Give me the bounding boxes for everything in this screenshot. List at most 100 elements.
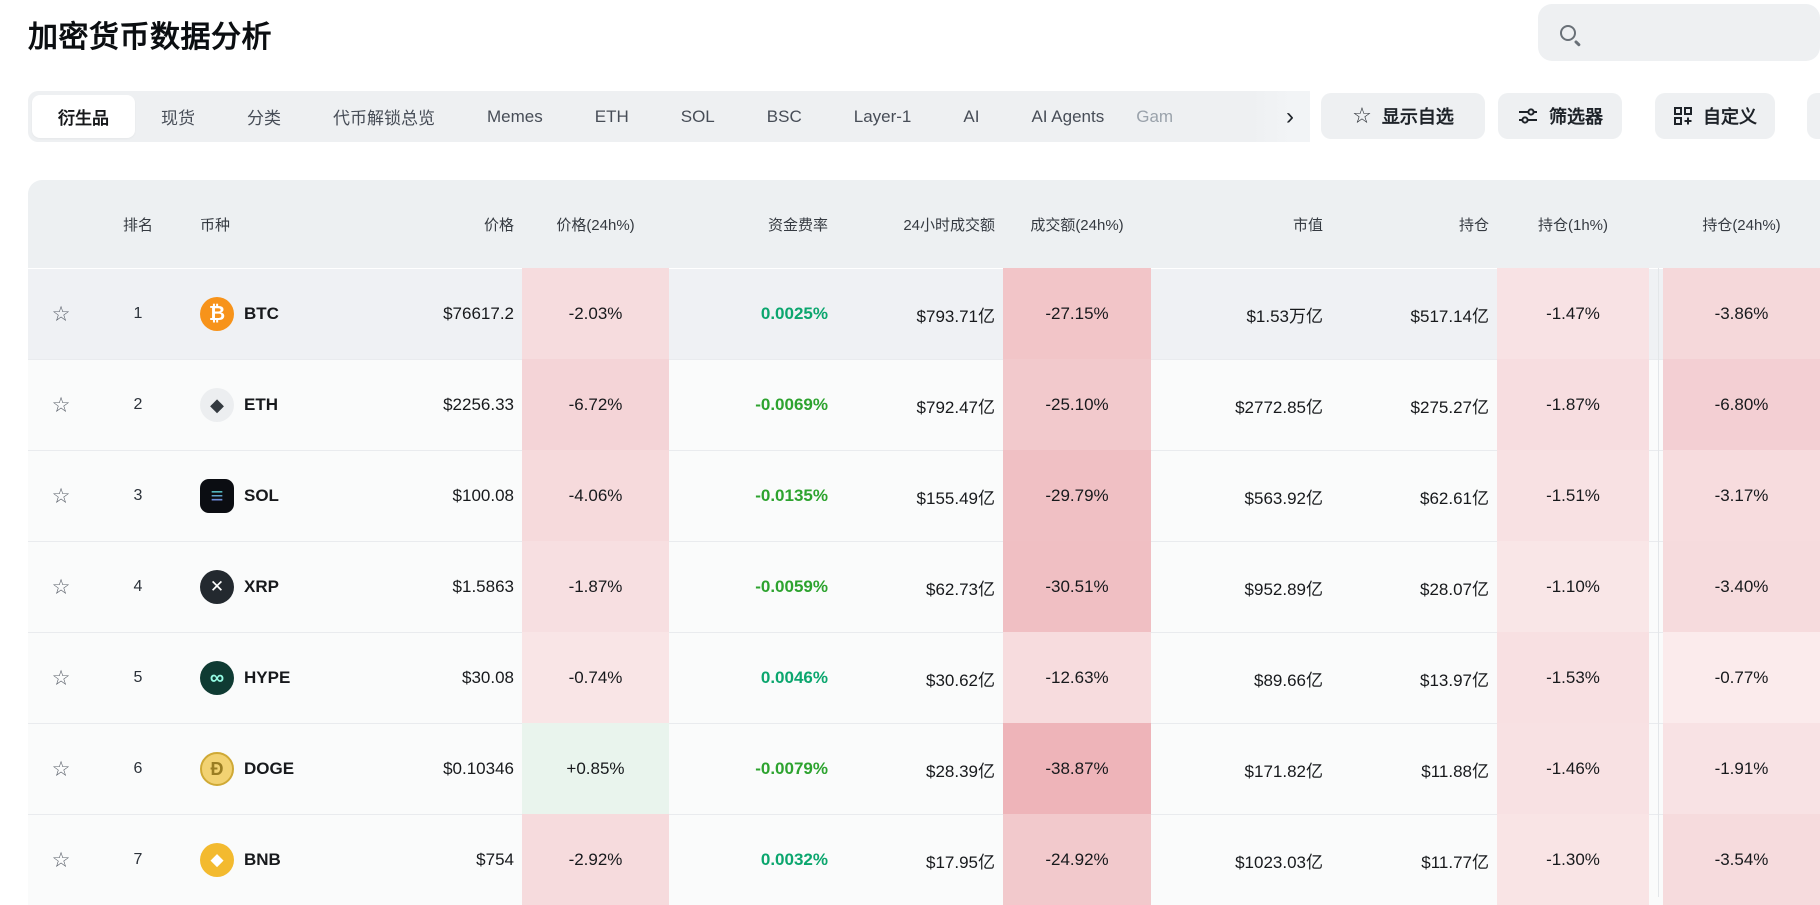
show-favorites-label: 显示自选: [1381, 107, 1454, 127]
customize-grid-icon: [1674, 107, 1692, 125]
volume-24h-cell: $28.39亿: [926, 761, 995, 781]
hype-icon-glyph: ∞: [209, 666, 225, 689]
oi-1h-cell: -1.87%: [1497, 359, 1649, 450]
tab-分类[interactable]: 分类: [247, 109, 281, 128]
doge-icon: Ð: [200, 752, 234, 786]
eth-icon-glyph: ◆: [210, 394, 224, 415]
volume-24h-cell: $792.47亿: [916, 397, 995, 417]
tab-BSC[interactable]: BSC: [766, 106, 802, 126]
customize-label: 自定义: [1703, 107, 1757, 127]
search-input[interactable]: [1538, 4, 1820, 61]
tabs-scroll-chevron-icon[interactable]: ›: [1286, 103, 1294, 130]
coin-symbol: XRP: [244, 577, 279, 596]
category-tab-bar: 衍生品 现货 分类 代币解锁总览 Memes ETH SOL BSC Layer-1 AI AI A…: [28, 91, 1310, 142]
coin-symbol: BTC: [244, 304, 279, 323]
market-cap-cell: $952.89亿: [1244, 579, 1323, 599]
tab-ETH[interactable]: ETH: [594, 106, 629, 126]
derivatives-table: 排名 币种 价格 价格(24h%) 资金费率 24小时成交额 成交额(24h%)…: [28, 180, 1820, 905]
bnb-icon-glyph: ◆: [210, 850, 224, 869]
tab-代币解锁总览[interactable]: 代币解锁总览: [333, 109, 435, 128]
coin-cell: ✕ XRP: [182, 570, 402, 604]
price-cell: $76617.2: [443, 304, 514, 323]
open-interest-cell: $517.14亿: [1410, 306, 1489, 326]
oi-1h-cell: -1.51%: [1497, 450, 1649, 541]
favorite-star-icon[interactable]: ☆: [51, 302, 71, 326]
tab-bar-fade: [1250, 91, 1310, 142]
volume-change-24h-cell: -30.51%: [1003, 541, 1151, 632]
volume-change-24h-cell: -12.63%: [1003, 632, 1151, 723]
table-row-HYPE[interactable]: ☆ 5 ∞ HYPE $30.08 -0.74% 0.0046% $30.62亿 -12.63%…: [28, 632, 1820, 723]
volume-24h-cell: $155.49亿: [916, 488, 995, 508]
coin-cell: ◆ BNB: [182, 843, 402, 877]
coin-symbol: ETH: [244, 395, 278, 414]
table-row-SOL[interactable]: ☆ 3 ≡ SOL $100.08 -4.06% -0.0135% $155.49亿 -29.7…: [28, 450, 1820, 541]
tab-AI[interactable]: AI: [963, 106, 980, 126]
star-icon: ☆: [1352, 103, 1372, 128]
table-row-BNB[interactable]: ☆ 7 ◆ BNB $754 -2.92% 0.0032% $17.95亿 -24.92% $10…: [28, 814, 1820, 905]
btc-icon: ₿: [200, 297, 234, 331]
sol-icon: ≡: [200, 479, 234, 513]
filter-button[interactable]: 筛选器: [1498, 93, 1622, 139]
header-volume-24h: 24小时成交额: [903, 216, 995, 234]
rank-cell: 5: [133, 669, 143, 686]
open-interest-cell: $62.61亿: [1420, 488, 1489, 508]
coin-cell: ≡ SOL: [182, 479, 402, 513]
page-title: 加密货币数据分析: [28, 21, 272, 54]
doge-icon-glyph: Ð: [210, 758, 224, 779]
tab-gaming-partial[interactable]: Gam: [1136, 106, 1174, 126]
rank-cell: 4: [133, 578, 143, 595]
favorite-star-icon[interactable]: ☆: [51, 848, 71, 872]
price-cell: $1.5863: [452, 577, 514, 596]
favorite-star-icon[interactable]: ☆: [51, 484, 71, 508]
header-coin: 币种: [200, 216, 231, 234]
tab-衍生品[interactable]: 衍生品: [32, 95, 135, 138]
table-body: ☆ 1 ₿ BTC $76617.2 -2.03% 0.0025% $793.71亿 -27.1…: [28, 268, 1820, 905]
rank-cell: 3: [133, 487, 143, 504]
table-row-BTC[interactable]: ☆ 1 ₿ BTC $76617.2 -2.03% 0.0025% $793.71亿 -27.1…: [28, 268, 1820, 359]
tab-Layer-1[interactable]: Layer-1: [853, 106, 912, 126]
favorite-star-icon[interactable]: ☆: [51, 757, 71, 781]
sol-icon-glyph: ≡: [210, 483, 224, 508]
price-cell: $30.08: [462, 668, 514, 687]
favorite-star-icon[interactable]: ☆: [51, 666, 71, 690]
favorite-star-cell: ☆: [28, 848, 94, 873]
customize-button[interactable]: 自定义: [1655, 93, 1775, 139]
volume-24h-cell: $17.95亿: [926, 852, 995, 872]
header-open-interest: 持仓: [1458, 216, 1489, 234]
oi-24h-cell: -3.54%: [1663, 814, 1820, 905]
open-interest-cell: $275.27亿: [1410, 397, 1489, 417]
volume-24h-cell: $793.71亿: [916, 306, 995, 326]
rank-cell: 6: [133, 760, 143, 777]
volume-change-24h-cell: -38.87%: [1003, 723, 1151, 814]
header-oi-24h: 持仓(24h%): [1702, 216, 1781, 234]
table-header-row: 排名 币种 价格 价格(24h%) 资金费率 24小时成交额 成交额(24h%)…: [28, 180, 1820, 268]
price-24h-cell: -0.74%: [522, 632, 669, 723]
header-market-cap: 市值: [1292, 216, 1323, 234]
tab-现货[interactable]: 现货: [161, 109, 195, 128]
coin-cell: ₿ BTC: [182, 297, 402, 331]
oi-24h-cell: -6.80%: [1663, 359, 1820, 450]
oi-24h-cell: -0.77%: [1663, 632, 1820, 723]
price-cell: $100.08: [452, 486, 514, 505]
price-cell: $0.10346: [443, 759, 514, 778]
funding-rate-cell: -0.0135%: [755, 486, 828, 505]
table-row-DOGE[interactable]: ☆ 6 Ð DOGE $0.10346 +0.85% -0.0079% $28.39亿 -38.…: [28, 723, 1820, 814]
table-row-XRP[interactable]: ☆ 4 ✕ XRP $1.5863 -1.87% -0.0059% $62.73亿 -30.51…: [28, 541, 1820, 632]
filter-label: 筛选器: [1549, 107, 1603, 127]
funding-rate-cell: -0.0059%: [755, 577, 828, 596]
tab-SOL[interactable]: SOL: [680, 106, 715, 126]
tab-Memes[interactable]: Memes: [487, 106, 543, 126]
overflow-action-button-partial[interactable]: [1807, 93, 1820, 139]
coin-cell: ∞ HYPE: [182, 661, 402, 695]
market-cap-cell: $1023.03亿: [1235, 852, 1323, 872]
favorite-star-icon[interactable]: ☆: [51, 575, 71, 599]
show-favorites-button[interactable]: ☆ 显示自选: [1321, 93, 1485, 139]
rank-cell: 2: [133, 396, 143, 413]
tab-AI Agents[interactable]: AI Agents: [1031, 106, 1105, 126]
favorite-star-cell: ☆: [28, 575, 94, 600]
table-row-ETH[interactable]: ☆ 2 ◆ ETH $2256.33 -6.72% -0.0069% $792.47亿 -25.…: [28, 359, 1820, 450]
search-icon: [1560, 24, 1576, 41]
coin-symbol: DOGE: [244, 759, 295, 778]
favorite-star-icon[interactable]: ☆: [51, 393, 71, 417]
volume-change-24h-cell: -25.10%: [1003, 359, 1151, 450]
